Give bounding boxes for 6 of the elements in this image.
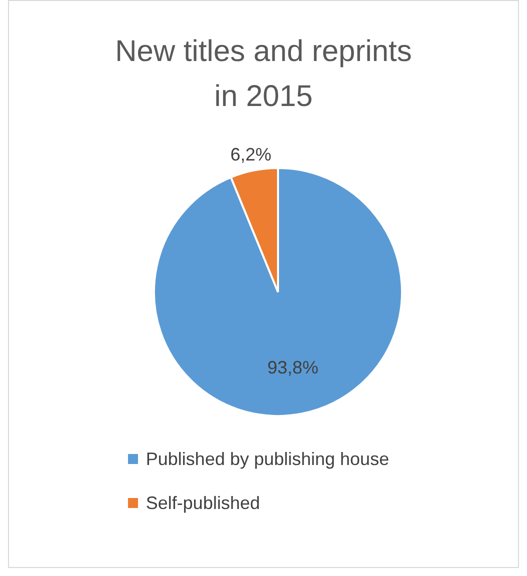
legend-label: Published by publishing house bbox=[146, 448, 390, 470]
chart-title: New titles and reprints in 2015 bbox=[114, 34, 413, 115]
data-label: 6,2% bbox=[230, 144, 272, 165]
legend-label: Self-published bbox=[146, 492, 260, 514]
data-label: 93,8% bbox=[267, 357, 318, 378]
pie-slice bbox=[153, 167, 403, 417]
